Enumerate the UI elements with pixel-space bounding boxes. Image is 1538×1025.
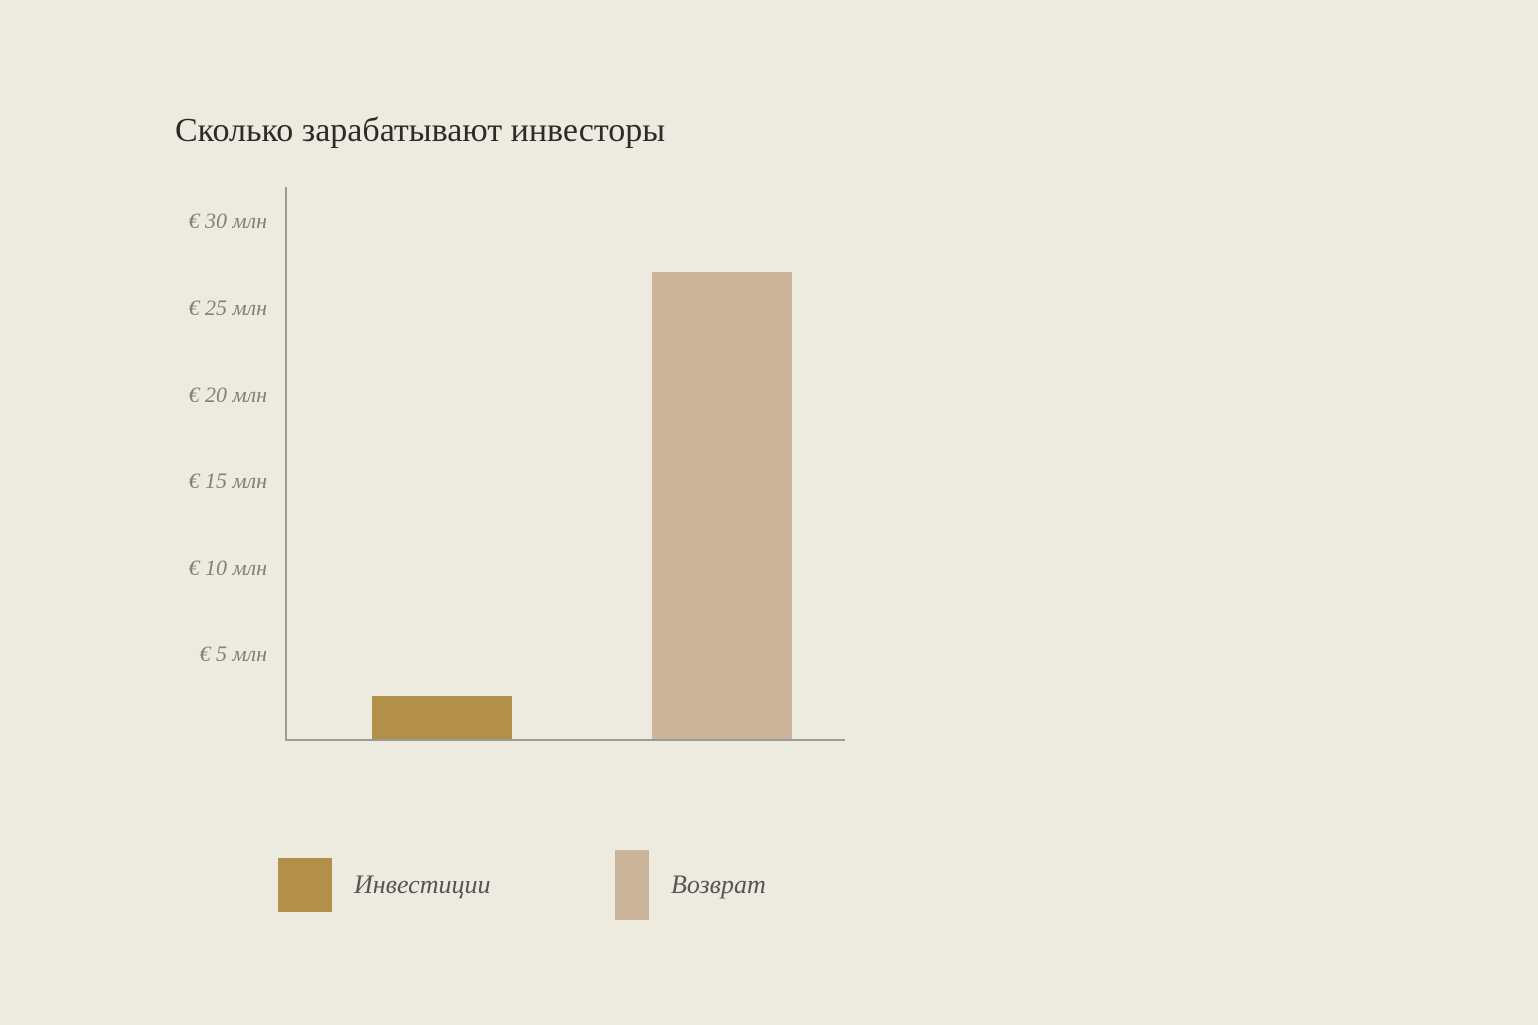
bar-Инвестиции (372, 696, 512, 739)
legend-label: Инвестиции (354, 870, 490, 900)
chart-title: Сколько зарабатывают инвесторы (175, 112, 665, 150)
y-tick-label: € 25 млн (127, 295, 267, 321)
chart-plot-area: € 5 млн€ 10 млн€ 15 млн€ 20 млн€ 25 млн€… (285, 187, 845, 741)
x-axis-line (285, 739, 845, 741)
y-axis-line (285, 187, 287, 741)
legend-item: Возврат (615, 850, 766, 920)
legend-label: Возврат (671, 870, 766, 900)
bar-Возврат (652, 272, 792, 739)
legend-swatch (615, 850, 649, 920)
y-tick-label: € 5 млн (127, 641, 267, 667)
y-tick-label: € 15 млн (127, 468, 267, 494)
legend-item: Инвестиции (278, 858, 490, 912)
y-tick-label: € 20 млн (127, 382, 267, 408)
y-tick-label: € 10 млн (127, 555, 267, 581)
legend-swatch (278, 858, 332, 912)
y-tick-label: € 30 млн (127, 208, 267, 234)
